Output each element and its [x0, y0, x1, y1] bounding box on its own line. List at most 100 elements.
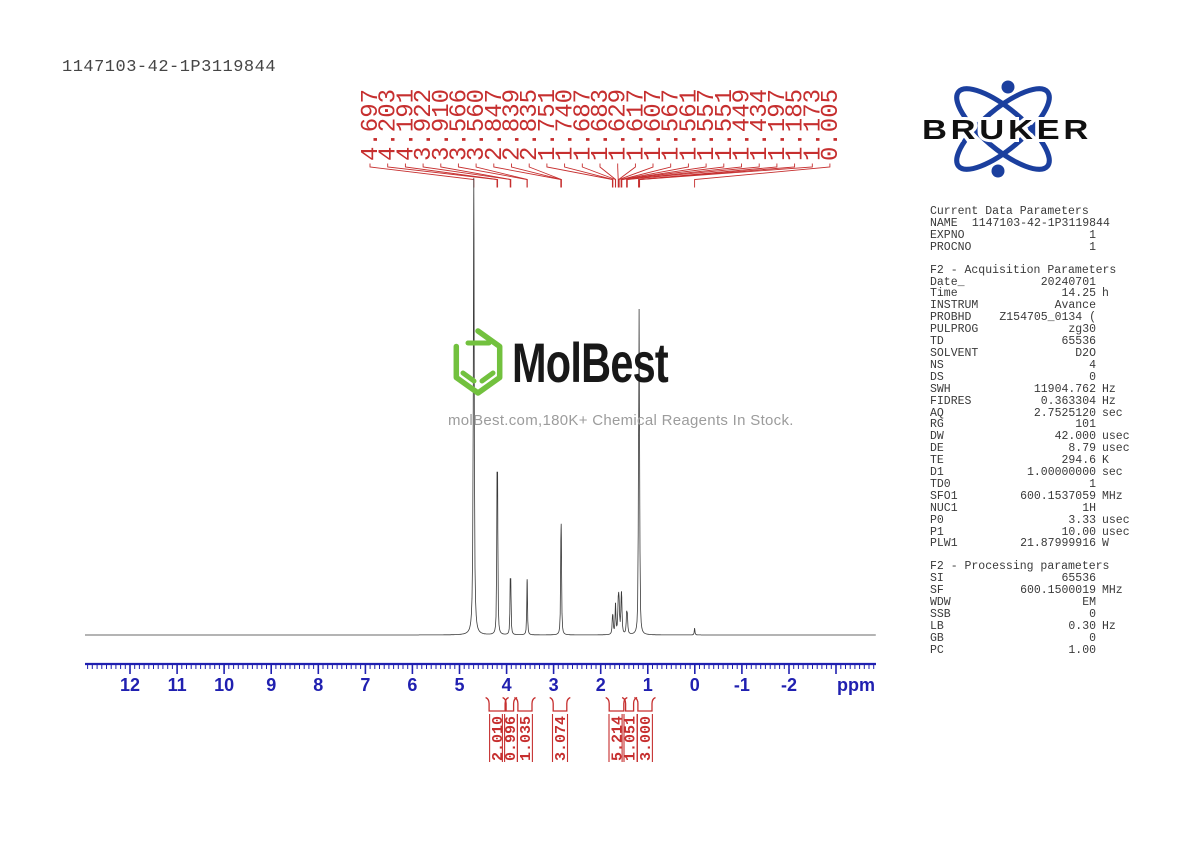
param-row: P0 3.33 usec [930, 513, 1142, 527]
param-row: EXPNO 1 [930, 228, 1142, 242]
param-value: 65536 [1061, 572, 1096, 586]
param-row: WDW EM [930, 597, 1142, 609]
param-unit: K [1102, 454, 1109, 468]
param-value: EM [1082, 596, 1096, 610]
orbit-dot-bottom [991, 164, 1005, 178]
svg-text:3.000: 3.000 [638, 716, 655, 761]
svg-text:6: 6 [407, 675, 417, 695]
param-value: 4 [1089, 358, 1096, 372]
param-unit [1096, 645, 1142, 657]
param-section: Current Data Parameters NAME 1147103-42-1P… [930, 206, 1142, 254]
svg-text:3: 3 [549, 675, 559, 695]
param-value: 20240701 [1040, 275, 1096, 289]
svg-text:1.557: 1.557 [694, 89, 721, 161]
param-value: 1 [1089, 477, 1096, 491]
param-value: 1 [1089, 240, 1096, 254]
svg-text:1.035: 1.035 [518, 716, 535, 761]
param-section-title: F2 - Acquisition Parameters [930, 263, 1117, 277]
nmr-spectrum-plot: 4.6974.2034.1913.9223.9103.5663.5602.847… [85, 89, 876, 762]
param-value: 0.30 [1068, 619, 1096, 633]
param-label: TD [930, 335, 944, 349]
param-unit [1096, 348, 1142, 360]
peak-label-list: 4.6974.2034.1913.9223.9103.5663.5602.847… [358, 89, 845, 161]
param-label: NUC1 [930, 501, 958, 515]
svg-text:1.751: 1.751 [535, 89, 562, 161]
param-row: PLW1 21.87999916 W [930, 538, 1142, 550]
param-row: SI 65536 [930, 573, 1142, 585]
param-label: PLW1 [930, 537, 958, 551]
param-label: PULPROG [930, 323, 979, 337]
svg-text:1.687: 1.687 [570, 89, 597, 161]
param-value: 1 [1089, 228, 1096, 242]
svg-text:0.005: 0.005 [818, 89, 845, 161]
param-value: 1.00 [1068, 643, 1096, 657]
param-value: 65536 [1061, 335, 1096, 349]
param-row: P1 10.00 usec [930, 525, 1142, 539]
svg-text:3.566: 3.566 [446, 89, 473, 161]
svg-text:8: 8 [313, 675, 323, 695]
param-unit: h [1102, 287, 1109, 301]
molbest-hexagon-icon [453, 328, 503, 396]
param-unit [1096, 242, 1142, 254]
spectrum-trace [85, 177, 876, 636]
param-value: Avance [1054, 299, 1096, 313]
svg-text:11: 11 [168, 675, 187, 695]
param-section: F2 - Acquisition Parameters Date_ 20240701… [930, 263, 1142, 551]
svg-text:2.847: 2.847 [482, 89, 509, 161]
param-row: TD0 1 [930, 479, 1142, 491]
param-label: P0 [930, 513, 944, 527]
param-label: DE [930, 442, 944, 456]
param-row: SSB 0 [930, 609, 1142, 621]
bruker-orbits [954, 86, 1052, 172]
param-value: 0 [1089, 631, 1096, 645]
peak-connector-lines [369, 163, 831, 188]
param-value: 11904.762 [1033, 382, 1096, 396]
param-row: DE 8.79 usec [930, 443, 1142, 455]
param-row: TE 294.6 K [930, 455, 1142, 467]
param-value: 600.1537059 [1020, 489, 1096, 503]
param-unit [1096, 372, 1142, 384]
param-label: Date_ [930, 275, 965, 289]
param-unit: sec [1102, 466, 1123, 480]
param-unit: W [1102, 537, 1109, 551]
svg-text:12: 12 [120, 675, 140, 695]
param-unit [1096, 503, 1142, 515]
param-row: TD 65536 [930, 336, 1142, 348]
svg-text:3.560: 3.560 [464, 89, 491, 161]
param-row: NAME 1147103-42-1P3119844 [930, 218, 1142, 230]
param-value: 8.79 [1068, 442, 1096, 456]
param-value: 21.87999916 [1020, 537, 1096, 551]
param-value: 14.25 [1061, 287, 1096, 301]
param-unit [1110, 218, 1142, 230]
param-unit: Hz [1102, 394, 1116, 408]
svg-text:0: 0 [690, 675, 700, 695]
param-row: PROBHD Z154705_0134 ( [930, 312, 1142, 324]
param-label: Time [930, 287, 958, 301]
param-value: 10.00 [1061, 525, 1096, 539]
param-label: DS [930, 370, 944, 384]
param-label: TE [930, 454, 944, 468]
param-unit: usec [1102, 430, 1130, 444]
param-label: P1 [930, 525, 944, 539]
param-row: PC 1.00 [930, 643, 1142, 657]
param-unit: MHz [1102, 489, 1123, 503]
param-row: SWH 11904.762 Hz [930, 382, 1142, 396]
param-label: AQ [930, 406, 944, 420]
param-value: 0 [1089, 608, 1096, 621]
svg-text:1.197: 1.197 [765, 89, 792, 161]
param-value: zg30 [1068, 323, 1096, 337]
param-row: DS 0 [930, 370, 1142, 384]
svg-text:1.449: 1.449 [730, 89, 757, 161]
svg-text:10: 10 [214, 675, 234, 695]
param-label: RG [930, 418, 944, 432]
param-label: NAME [930, 216, 958, 230]
param-label: GB [930, 631, 944, 645]
parameters-panel: Current Data Parameters NAME 1147103-42-1P… [930, 206, 1142, 668]
svg-text:ppm: ppm [837, 675, 875, 695]
param-row: INSTRUM Avance [930, 300, 1142, 312]
param-section: F2 - Processing parameters SI 65536 SF 600.1… [930, 561, 1142, 656]
param-unit: Hz [1102, 619, 1116, 633]
param-row: DW 42.000 usec [930, 431, 1142, 443]
param-row: SFO1 600.1537059 MHz [930, 489, 1142, 503]
